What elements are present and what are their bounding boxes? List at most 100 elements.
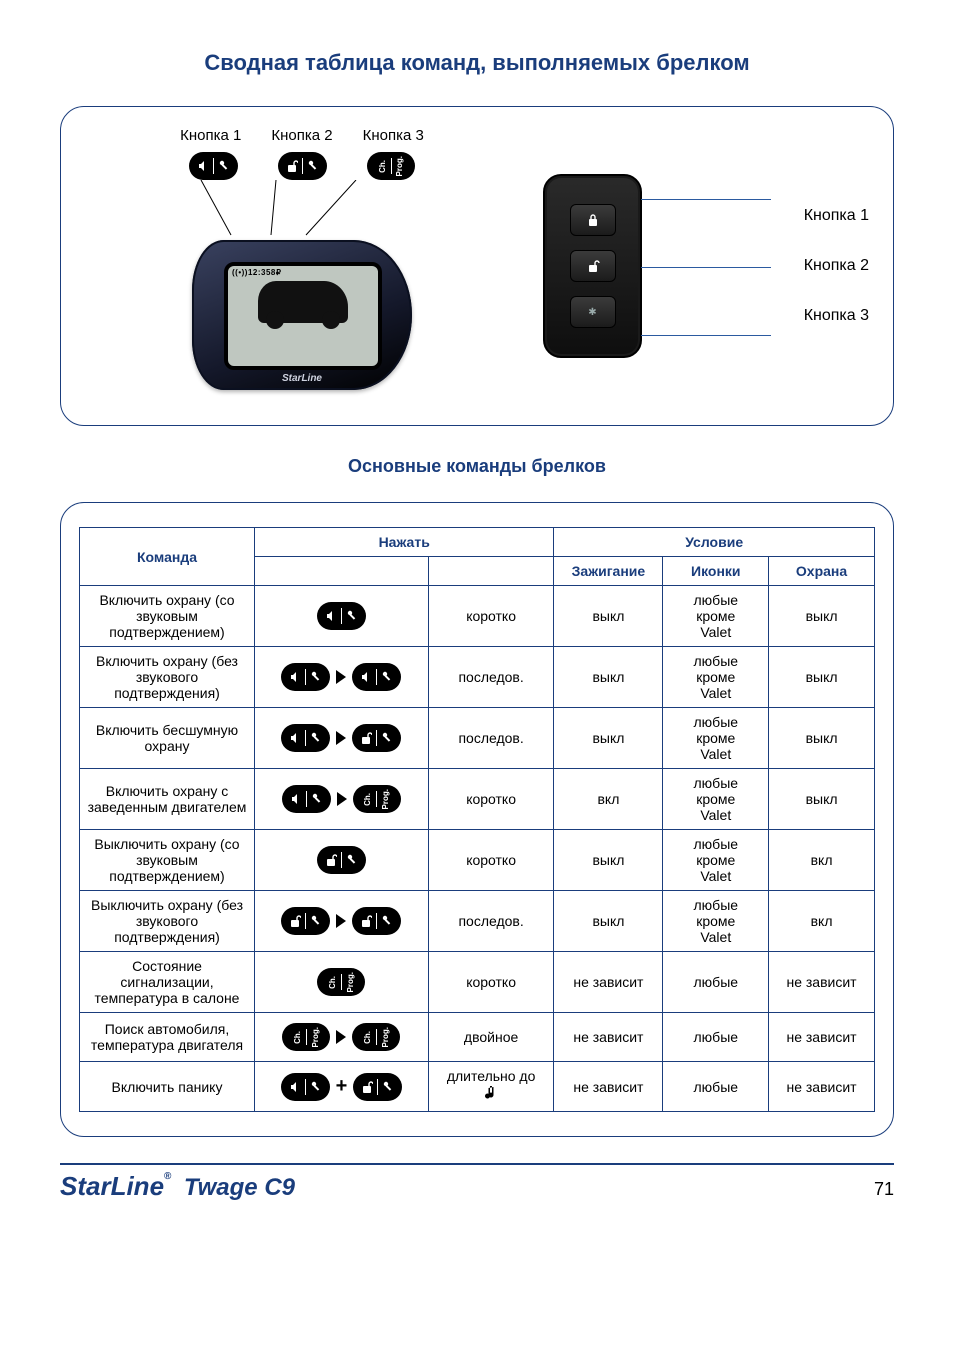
cell-press-icons [255,586,429,647]
cell-press-type: двойное [428,1013,554,1062]
th-condition: Условие [554,528,875,557]
table-row: Поиск автомобиля, температура двигателяC… [80,1013,875,1062]
cell-icons-cond: любыекромеValet [663,647,769,708]
cell-ignition: выкл [554,708,663,769]
cell-icons-cond: любыекромеValet [663,830,769,891]
cell-icons-cond: любыекромеValet [663,891,769,952]
pill-b1-icon [281,663,330,691]
cell-icons-cond: любыекромеValet [663,586,769,647]
cell-guard: выкл [769,769,875,830]
th-command: Команда [80,528,255,586]
cell-guard: не зависит [769,1062,875,1112]
cell-icons-cond: любые [663,952,769,1013]
cell-press-type: коротко [428,830,554,891]
aux-btn-3: ✱ [570,296,616,328]
main-remote-body: ((•))12:358₽ StarLine [192,240,412,390]
table-row: Состояние сигнализации, температура в са… [80,952,875,1013]
remotes-diagram: Кнопка 1 Кнопка 2 Кнопка 3 Ch.Prog. [60,106,894,426]
table-row: Выключить охрану (со звуковым подтвержде… [80,830,875,891]
sequence-arrow-icon [336,670,346,684]
cell-ignition: выкл [554,891,663,952]
cell-command: Включить панику [80,1062,255,1112]
th-ignition: Зажигание [554,557,663,586]
table-row: Включить охрану с заведенным двигателемC… [80,769,875,830]
cell-ignition: не зависит [554,1013,663,1062]
aux-remote-diagram: ✱ Кнопка 1 Кнопка 2 Кнопка 3 [543,127,873,405]
th-guard: Охрана [769,557,875,586]
main-btn3-label: Кнопка 3 [363,127,424,144]
pill-b1-icon [281,1073,330,1101]
aux-btn-1 [570,204,616,236]
lcd-top-row: ((•))12:358₽ [228,266,378,279]
table-row: Включить охрану (без звукового подтвержд… [80,647,875,708]
cell-guard: вкл [769,830,875,891]
pill-b2-icon [352,724,401,752]
cell-command: Включить бесшумную охрану [80,708,255,769]
cell-icons-cond: любые [663,1062,769,1112]
table-row: Выключить охрану (без звукового подтверж… [80,891,875,952]
main-btn1-label: Кнопка 1 [180,127,241,144]
cell-press-icons: + [255,1062,429,1112]
cell-ignition: выкл [554,647,663,708]
pill-b1-icon [317,602,366,630]
cell-ignition: не зависит [554,952,663,1013]
th-press-type [428,557,554,586]
aux-remote-body: ✱ [543,174,642,358]
cell-guard: выкл [769,586,875,647]
pill-b3-icon: Ch.Prog. [353,785,401,813]
footer-brand: StarLine® [60,1171,171,1201]
cell-command: Выключить охрану (без звукового подтверж… [80,891,255,952]
plus-icon: + [336,1075,348,1098]
cell-command: Состояние сигнализации, температура в са… [80,952,255,1013]
page-number: 71 [874,1179,894,1200]
cell-icons-cond: любые [663,1013,769,1062]
lcd-screen: ((•))12:358₽ [224,262,382,370]
remote-brand-label: StarLine [192,373,412,384]
cell-press-icons [255,891,429,952]
main-remote-diagram: Кнопка 1 Кнопка 2 Кнопка 3 Ch.Prog. [81,127,523,405]
aux-btn2-label: Кнопка 2 [804,257,869,275]
aux-btn-2 [570,250,616,282]
aux-btn1-label: Кнопка 1 [804,207,869,225]
car-icon [258,281,348,323]
cell-press-icons: Ch.Prog. [255,769,429,830]
cell-press-type: коротко [428,586,554,647]
cell-guard: выкл [769,708,875,769]
pill-b3-icon: Ch.Prog. [317,968,365,996]
pill-b1-icon [352,663,401,691]
pill-b2-icon [281,907,330,935]
page-footer: StarLine® Twage C9 71 [60,1163,894,1202]
th-press-icons [255,557,429,586]
cell-command: Включить охрану (без звукового подтвержд… [80,647,255,708]
cell-guard: не зависит [769,952,875,1013]
pill-b3-icon: Ch.Prog. [282,1023,330,1051]
th-icons: Иконки [663,557,769,586]
cell-ignition: выкл [554,586,663,647]
pill-b2-icon [353,1073,402,1101]
cell-command: Поиск автомобиля, температура двигателя [80,1013,255,1062]
cell-press-icons [255,647,429,708]
cell-guard: не зависит [769,1013,875,1062]
pill-b1-icon [281,724,330,752]
sequence-arrow-icon [336,1030,346,1044]
table-row: Включить панику+длительно до не зависитл… [80,1062,875,1112]
table-row: Включить бесшумную охранупоследов.выкллю… [80,708,875,769]
cell-icons-cond: любыекромеValet [663,769,769,830]
cell-press-icons: Ch.Prog. Ch.Prog. [255,1013,429,1062]
cell-press-icons: Ch.Prog. [255,952,429,1013]
cell-press-type: последов. [428,708,554,769]
cell-guard: вкл [769,891,875,952]
commands-table: Команда Нажать Условие Зажигание Иконки … [79,527,875,1112]
table-row: Включить охрану (со звуковым подтвержден… [80,586,875,647]
main-btn2-label: Кнопка 2 [271,127,332,144]
th-press: Нажать [255,528,554,557]
commands-panel: Команда Нажать Условие Зажигание Иконки … [60,502,894,1137]
sequence-arrow-icon [336,731,346,745]
cell-press-type: последов. [428,647,554,708]
cell-press-icons [255,830,429,891]
pill-b3-icon: Ch.Prog. [352,1023,400,1051]
sequence-arrow-icon [336,914,346,928]
pill-btn3-icon: Ch.Prog. [367,152,415,180]
cell-ignition: вкл [554,769,663,830]
pill-b2-icon [317,846,366,874]
